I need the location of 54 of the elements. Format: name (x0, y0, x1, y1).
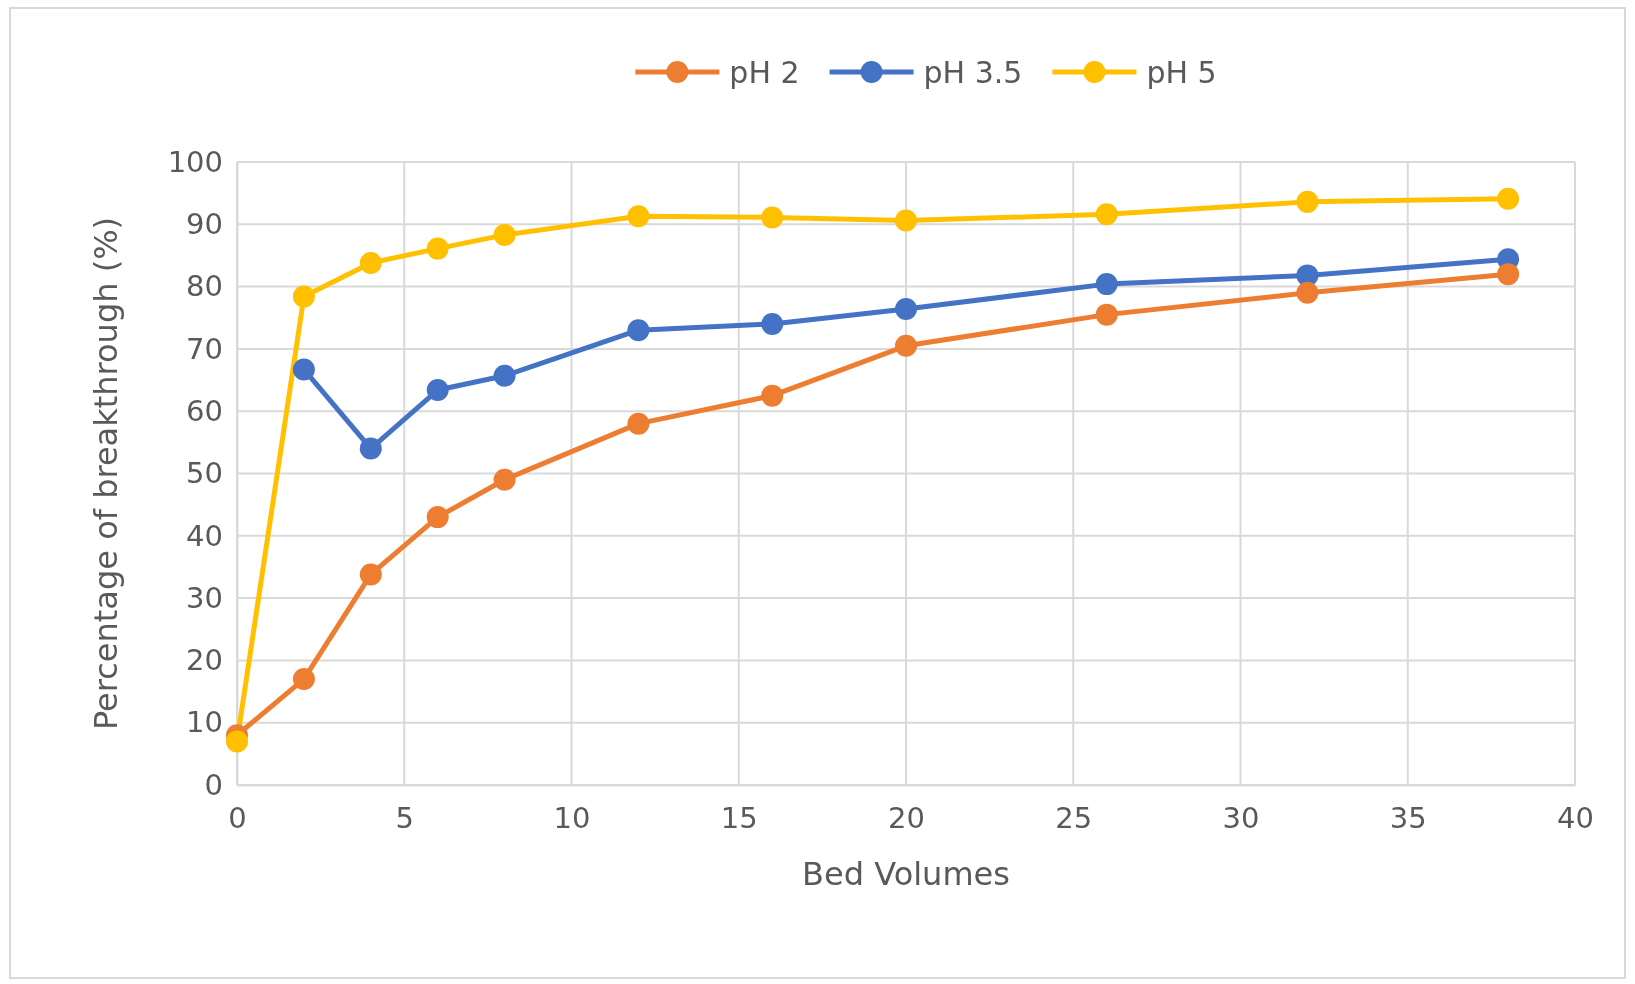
point (359, 563, 382, 586)
point (292, 668, 315, 691)
x-tick-label: 20 (888, 800, 925, 835)
point (761, 206, 784, 229)
point (493, 468, 516, 491)
point (1296, 190, 1319, 213)
point (1095, 203, 1118, 226)
point (627, 319, 650, 342)
y-tick-label: 100 (167, 144, 223, 179)
point (292, 358, 315, 381)
point (1095, 273, 1118, 296)
point (895, 298, 917, 321)
point (1296, 281, 1319, 304)
point (895, 334, 917, 357)
y-axis-title: Percentage of breakthrough (%) (87, 216, 125, 731)
point (426, 506, 449, 529)
x-tick-label: 35 (1389, 800, 1427, 835)
point (627, 205, 650, 228)
x-axis-title: Bed Volumes (802, 855, 1010, 893)
x-tick-label: 0 (228, 800, 247, 835)
point (761, 312, 784, 335)
y-tick-label: 0 (204, 767, 223, 802)
y-tick-label: 40 (186, 518, 223, 553)
x-tick-label: 40 (1557, 800, 1594, 835)
point (359, 251, 382, 274)
point (627, 412, 650, 435)
y-tick-label: 70 (186, 331, 223, 366)
legend-label: pH 5 (1146, 54, 1217, 90)
point (761, 384, 784, 407)
y-tick-label: 90 (186, 207, 223, 242)
point (426, 379, 449, 402)
x-tick-label: 25 (1055, 800, 1093, 835)
x-tick-label: 15 (720, 800, 758, 835)
legend-label: pH 2 (729, 54, 800, 90)
point (226, 730, 248, 753)
point (1497, 263, 1520, 286)
y-tick-label: 30 (186, 580, 223, 615)
y-tick-label: 20 (186, 643, 223, 678)
y-tick-label: 80 (186, 269, 223, 304)
point (1497, 187, 1520, 210)
point (1095, 303, 1118, 326)
y-tick-label: 60 (186, 393, 223, 428)
point (426, 237, 449, 260)
legend-label: pH 3.5 (923, 54, 1023, 90)
y-tick-label: 10 (186, 705, 223, 740)
x-tick-label: 10 (553, 800, 591, 835)
x-tick-label: 30 (1222, 800, 1260, 835)
point (493, 223, 516, 246)
x-tick-label: 5 (395, 800, 414, 835)
point (359, 437, 382, 460)
y-tick-label: 50 (186, 456, 223, 491)
point (493, 364, 516, 387)
point (895, 209, 917, 232)
point (292, 285, 315, 308)
